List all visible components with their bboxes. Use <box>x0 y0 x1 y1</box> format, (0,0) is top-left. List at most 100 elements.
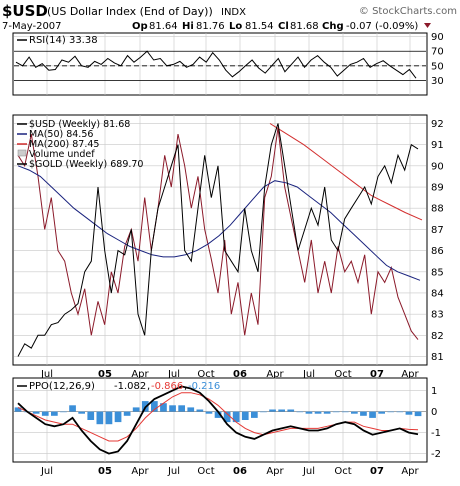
price-x-axis: Jul 05 Apr Jul Oct 06 Apr Jul Oct 07 Apr <box>40 369 420 380</box>
cl-value: 81.68 <box>290 21 319 32</box>
ma200-series-line <box>269 123 423 221</box>
ppo-xtick-9: 07 <box>370 466 384 477</box>
ppo-hist-bar-12 <box>123 411 131 416</box>
ppo-hist-bar-13 <box>132 407 140 412</box>
rsi-series-line <box>15 50 417 79</box>
ppo-xtick-8: Oct <box>334 466 351 477</box>
ppo-hist-bar-33 <box>314 411 322 414</box>
watermark: © StockCharts.com <box>359 6 457 17</box>
ppo-hist-bar-5 <box>60 411 67 413</box>
ppo-sep-2: , <box>184 381 187 392</box>
rsi-y-axis: 30 50 70 90 <box>431 32 444 87</box>
ppo-hist-bar-34 <box>323 411 331 414</box>
lo-label: Lo <box>229 21 242 32</box>
ppo-hist-bar-42 <box>396 411 404 413</box>
rsi-title: RSI(14) 33.38 <box>29 35 98 46</box>
ppo-y-axis: -2 -1 0 1 <box>431 386 441 460</box>
ppo-hist-bar-27 <box>260 411 267 413</box>
ppo-frame <box>12 377 428 463</box>
op-value: 81.64 <box>149 21 178 32</box>
ppo-hist-bar-41 <box>387 411 395 413</box>
ppo-hist-bar-32 <box>305 411 313 414</box>
ppo-hist-bar-26 <box>251 411 258 418</box>
hi-value: 81.76 <box>196 21 225 32</box>
ppo-xtick-3: Jul <box>167 466 180 477</box>
ppo-hist-bar-6 <box>69 405 76 412</box>
price-xtick-10: Apr <box>401 369 419 380</box>
quote-line: Op 81.64 Hi 81.76 Lo 81.54 Cl 81.68 Chg … <box>132 21 418 32</box>
ppo-signal-line <box>17 392 419 442</box>
ppo-hist-bar-7 <box>78 411 85 414</box>
index-name: (US Dollar Index (End of Day)) <box>47 5 213 18</box>
price-panel: 81 82 83 84 85 86 87 88 89 90 91 92 $USD (Weekly) 8… <box>12 114 444 366</box>
ppo-hist-bar-16 <box>160 403 167 412</box>
price-xtick-2: Apr <box>131 369 149 380</box>
price-frame <box>12 114 428 366</box>
legend-gold: $GOLD (Weekly) 689.70 <box>29 159 143 170</box>
price-tick-91: 91 <box>431 140 444 151</box>
ppo-series-line <box>17 385 419 455</box>
ppo-value: -1.082 <box>114 381 146 392</box>
ppo-xtick-7: Jul <box>302 466 315 477</box>
ppo-x-axis: Jul 05 Apr Jul Oct 06 Apr Jul Oct 07 Apr <box>40 466 420 477</box>
ppo-hist-bar-3 <box>41 411 49 416</box>
down-arrow-icon <box>424 23 431 28</box>
legend-swatch-volume <box>17 149 27 157</box>
price-tick-86: 86 <box>431 246 444 257</box>
ppo-hist-bar-4 <box>51 411 58 416</box>
legend-ma200: MA(200) 87.45 <box>29 139 99 150</box>
ppo-hist-bar-24 <box>232 411 240 423</box>
ppo-hist-bar-30 <box>287 409 295 412</box>
ppo-hist-bar-29 <box>278 409 285 412</box>
rsi-legend: RSI(14) 33.38 <box>17 35 98 46</box>
ppo-hist-bar-22 <box>214 411 222 418</box>
ppo-signal-value: -0.866 <box>151 381 183 392</box>
ppo-hist-bar-15 <box>151 401 158 412</box>
rsi-tick-30: 30 <box>431 76 444 87</box>
ppo-hist-bar-28 <box>269 409 276 412</box>
ppo-hist-bar-25 <box>241 411 249 420</box>
rsi-frame <box>12 32 428 96</box>
ppo-hist-bar-10 <box>105 411 113 425</box>
ppo-sep-1: , <box>147 381 150 392</box>
op-label: Op <box>132 21 148 32</box>
ppo-xtick-6: Apr <box>266 466 284 477</box>
ppo-hist-bar-40 <box>378 411 385 414</box>
price-xtick-5: 06 <box>233 369 247 380</box>
exchange-label: INDX <box>221 7 246 18</box>
ppo-hist-bar-44 <box>414 411 422 417</box>
chg-value: -0.07 (-0.09%) <box>346 21 418 32</box>
ppo-tick--2: -2 <box>431 449 441 460</box>
ppo-hist-bar-19 <box>187 407 195 412</box>
legend-volume: Volume undef <box>29 149 95 160</box>
price-tick-89: 89 <box>431 183 444 194</box>
ppo-hist-bar-43 <box>405 411 413 415</box>
ppo-hist-bar-9 <box>96 411 104 425</box>
ppo-hist-bar-39 <box>369 411 376 418</box>
price-xtick-9: 07 <box>370 369 384 380</box>
price-xtick-4: Oct <box>197 369 214 380</box>
rsi-panel: 30 50 70 90 RSI(14) 33.38 <box>12 32 444 96</box>
ppo-hist-bar-35 <box>332 411 340 413</box>
ppo-xtick-5: 06 <box>233 466 247 477</box>
ppo-hist-bar-17 <box>169 405 176 412</box>
price-tick-88: 88 <box>431 204 444 215</box>
rsi-tick-50: 50 <box>431 61 444 72</box>
ppo-hist-bar-31 <box>296 411 304 413</box>
price-tick-85: 85 <box>431 267 444 278</box>
ppo-tick-0: 0 <box>431 407 437 418</box>
ppo-xtick-10: Apr <box>401 466 419 477</box>
price-tick-87: 87 <box>431 225 444 236</box>
price-xtick-7: Jul <box>302 369 315 380</box>
ppo-hist-value: -0.216 <box>188 381 220 392</box>
ppo-hist-bar-20 <box>196 409 204 412</box>
ppo-xtick-2: Apr <box>131 466 149 477</box>
price-tick-84: 84 <box>431 288 444 299</box>
rsi-tick-70: 70 <box>431 47 444 58</box>
rsi-tick-90: 90 <box>431 32 444 43</box>
price-xtick-1: 05 <box>98 369 112 380</box>
ppo-hist-bar-36 <box>341 411 349 413</box>
ppo-hist-bar-11 <box>114 411 122 423</box>
ppo-xtick-1: 05 <box>98 466 112 477</box>
